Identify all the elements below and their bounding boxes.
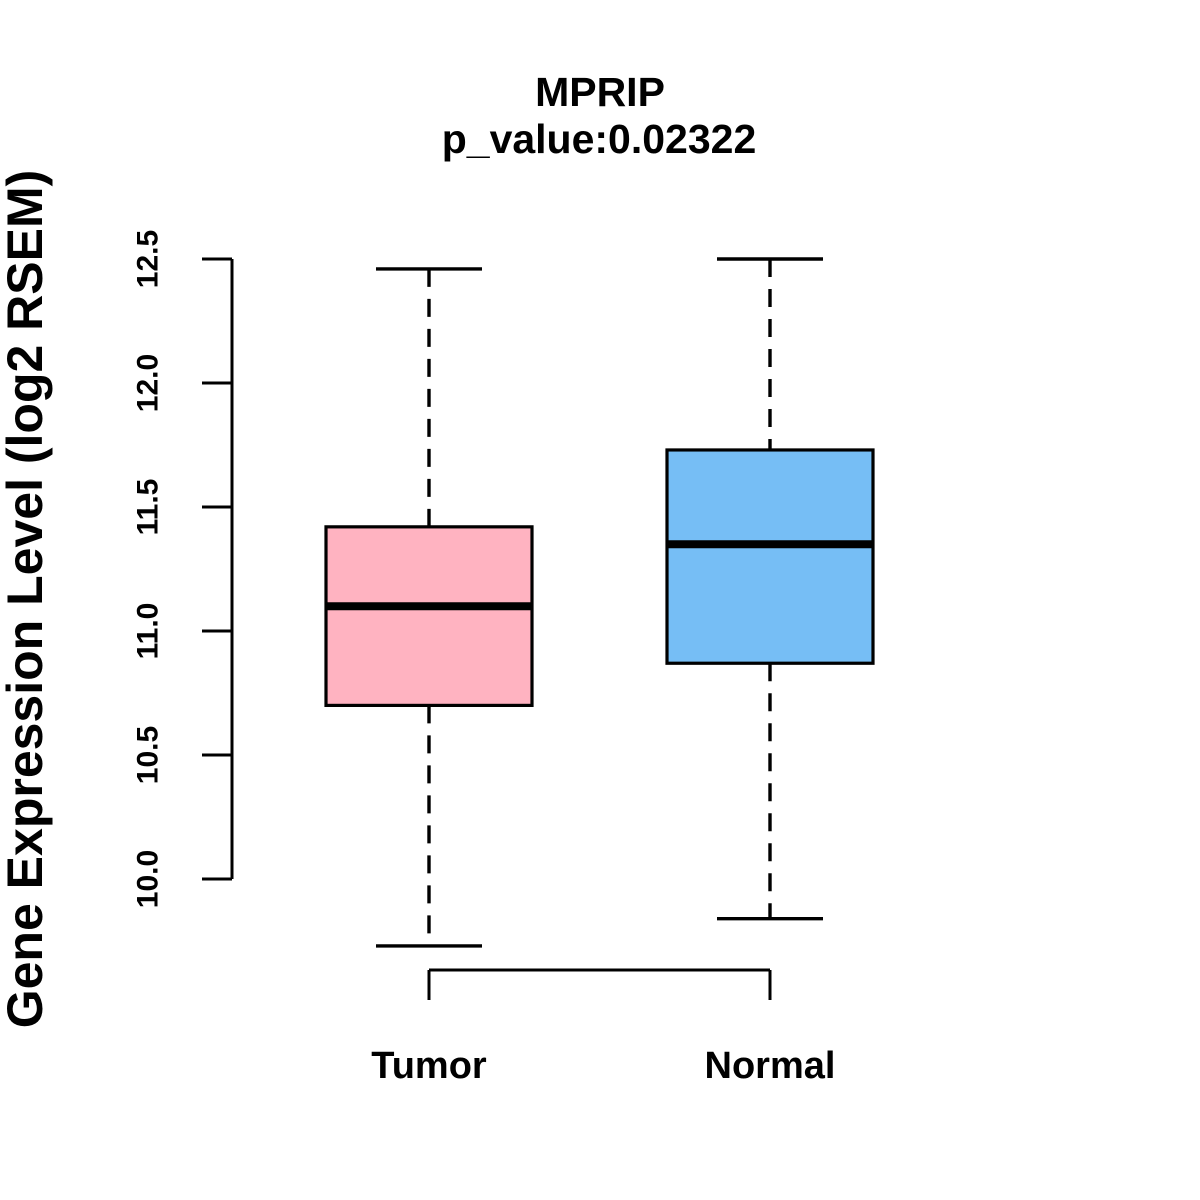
box-series: [324, 257, 875, 948]
category-label-normal: Normal: [705, 1045, 836, 1087]
y-axis-title: Gene Expression Level (log2 RSEM): [0, 170, 53, 1029]
y-tick-label: 11.5: [132, 479, 165, 536]
y-axis: 10.0 10.5 11.0 11.5 12.0 12.5: [132, 230, 234, 908]
box-group-normal: [665, 257, 875, 921]
x-axis: Tumor Normal: [371, 968, 836, 1087]
y-tick-label: 12.0: [132, 354, 165, 412]
iqr-box: [324, 525, 534, 708]
category-label-tumor: Tumor: [371, 1045, 487, 1087]
chart-title: MPRIP: [535, 69, 665, 115]
y-tick-label: 10.0: [132, 850, 165, 908]
y-tick-label: 12.5: [132, 230, 165, 288]
y-tick-label: 11.0: [132, 603, 165, 660]
iqr-box: [665, 448, 875, 665]
box-group-tumor: [324, 267, 534, 948]
y-tick-label: 10.5: [132, 726, 165, 784]
chart-subtitle: p_value:0.02322: [442, 116, 757, 162]
